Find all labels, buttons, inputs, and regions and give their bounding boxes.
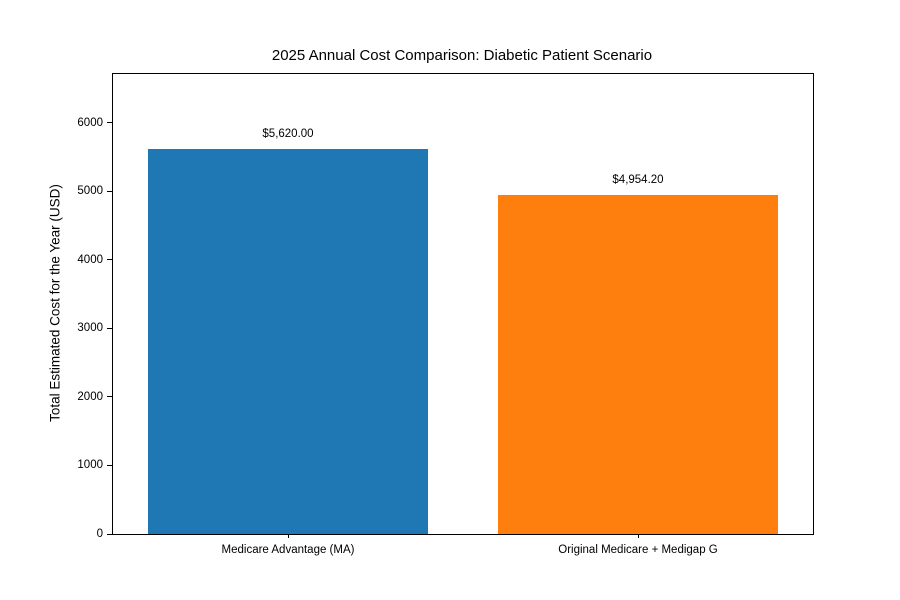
chart-title: 2025 Annual Cost Comparison: Diabetic Pa…: [271, 47, 653, 64]
x-tick-label: Medicare Advantage (MA): [221, 544, 355, 556]
y-tick-label: 1000: [77, 459, 103, 472]
axes: 0 1000 2000 3000 4000 5000 6000 $5,620.00 Medica…: [77, 73, 814, 556]
y-tick-mark: [107, 533, 112, 535]
x-tick-mark: [287, 534, 289, 538]
y-tick-label: 3000: [77, 322, 103, 335]
y-tick-label: 5000: [77, 185, 103, 198]
y-axis-label: Total Estimated Cost for the Year (USD): [47, 184, 63, 422]
x-tick-label: Original Medicare + Medigap G: [558, 544, 718, 556]
bar: [148, 149, 428, 534]
y-tick-mark: [107, 122, 112, 124]
y-tick-mark: [107, 190, 112, 192]
y-tick-label: 0: [96, 528, 103, 540]
bar-value-label: $4,954.20: [612, 173, 664, 186]
bar-value-label: $5,620.00: [262, 128, 314, 140]
y-tick-mark: [107, 259, 112, 261]
y-tick-mark: [107, 327, 112, 329]
y-tick-mark: [107, 396, 112, 398]
y-tick-label: 4000: [77, 253, 103, 266]
y-tick-label: 2000: [77, 390, 103, 403]
bar: [498, 194, 778, 534]
y-tick-label: 6000: [77, 116, 103, 129]
x-tick-mark: [637, 534, 639, 538]
y-tick-mark: [107, 464, 112, 466]
